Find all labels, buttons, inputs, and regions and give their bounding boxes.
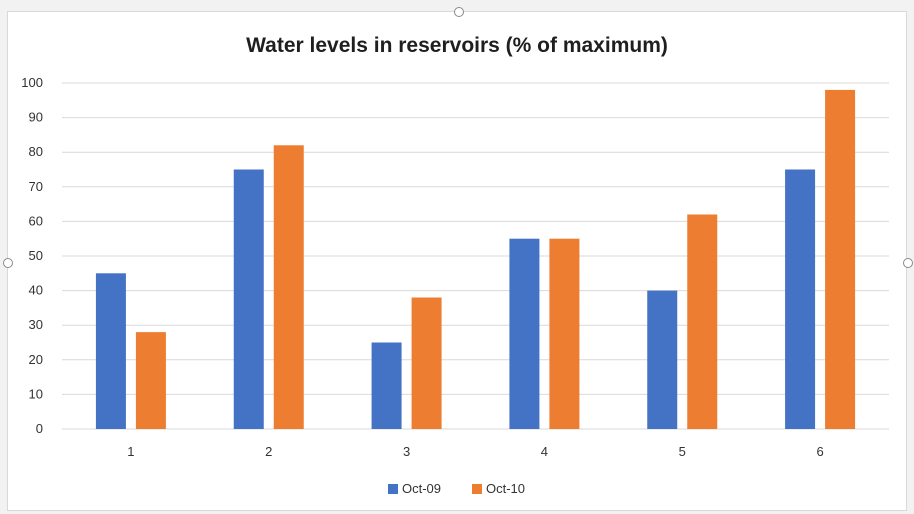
bar-oct-09-reservoir-5[interactable] (647, 290, 678, 429)
legend-label-oct-10: Oct-10 (486, 481, 525, 496)
legend-swatch-oct-10 (472, 484, 482, 494)
x-tick-label-4: 4 (541, 444, 548, 459)
y-tick-label-10: 10 (29, 386, 43, 401)
bar-oct-09-reservoir-2[interactable] (233, 169, 264, 430)
bar-oct-09-reservoir-6[interactable] (785, 169, 816, 430)
right-resize-handle[interactable] (903, 258, 913, 268)
y-tick-label-80: 80 (29, 144, 43, 159)
y-tick-label-40: 40 (29, 283, 43, 298)
top-resize-handle[interactable] (454, 7, 464, 17)
bar-oct-09-reservoir-3[interactable] (371, 342, 402, 430)
y-tick-label-0: 0 (36, 421, 43, 436)
bar-oct-10-reservoir-6[interactable] (825, 89, 856, 430)
y-tick-label-90: 90 (29, 110, 43, 125)
x-tick-label-6: 6 (816, 444, 823, 459)
axis-labels: 0 10 20 30 40 50 60 70 80 90 100 1 2 3 4 5 6 (21, 75, 823, 459)
bars (95, 89, 856, 430)
y-tick-label-70: 70 (29, 179, 43, 194)
legend: Oct-09 Oct-10 (388, 481, 525, 496)
bar-oct-10-reservoir-5[interactable] (687, 214, 718, 429)
bar-oct-10-reservoir-2[interactable] (273, 145, 304, 429)
y-tick-label-60: 60 (29, 213, 43, 228)
x-tick-label-3: 3 (403, 444, 410, 459)
bar-oct-09-reservoir-4[interactable] (509, 238, 540, 429)
y-tick-label-30: 30 (29, 317, 43, 332)
bar-oct-10-reservoir-3[interactable] (411, 297, 442, 429)
y-tick-label-20: 20 (29, 352, 43, 367)
bar-oct-10-reservoir-1[interactable] (135, 332, 166, 429)
y-tick-label-100: 100 (21, 75, 43, 90)
gridlines (62, 82, 889, 430)
left-resize-handle[interactable] (3, 258, 13, 268)
bar-oct-09-reservoir-1[interactable] (95, 273, 126, 429)
x-tick-label-2: 2 (265, 444, 272, 459)
chart-title: Water levels in reservoirs (% of maximum… (246, 34, 668, 57)
x-tick-label-5: 5 (679, 444, 686, 459)
legend-swatch-oct-09 (388, 484, 398, 494)
bar-oct-10-reservoir-4[interactable] (549, 238, 580, 429)
legend-label-oct-09: Oct-09 (402, 481, 441, 496)
y-tick-label-50: 50 (29, 248, 43, 263)
x-tick-label-1: 1 (127, 444, 134, 459)
